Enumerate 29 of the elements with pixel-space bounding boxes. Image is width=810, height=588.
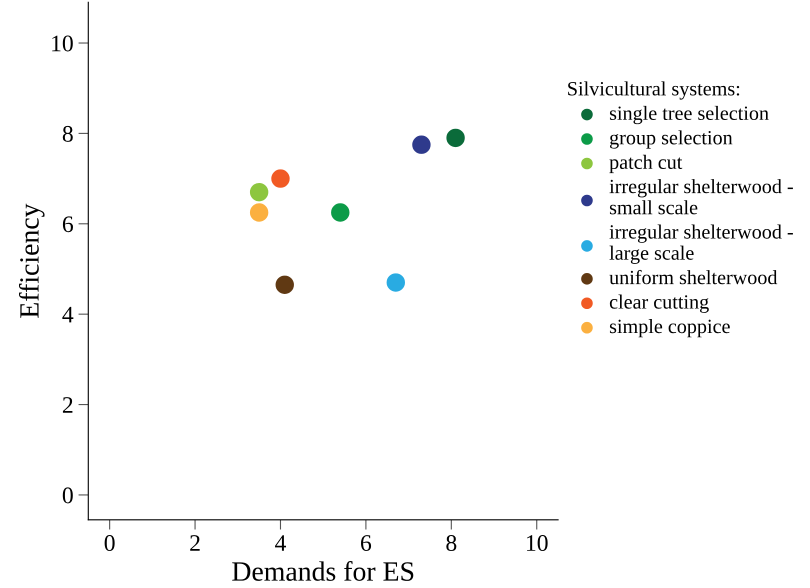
legend-label: single tree selection <box>610 106 769 124</box>
point <box>276 276 294 294</box>
legend-label: clear cutting <box>610 294 709 313</box>
legend-label: simple coppice <box>610 319 730 338</box>
x-tick-label: 6 <box>361 535 372 551</box>
y-tick-label: 2 <box>62 397 72 413</box>
x-axis-title: Demands for ES <box>232 561 414 581</box>
legend-title: Silvicultural systems: <box>568 81 740 100</box>
point <box>386 273 405 292</box>
point <box>412 136 431 154</box>
point <box>250 203 268 222</box>
y-tick-label: 6 <box>62 216 73 232</box>
point <box>271 169 290 188</box>
point <box>250 182 268 202</box>
legend-label: group selection <box>610 130 732 149</box>
x-tick-label: 10 <box>527 535 548 551</box>
y-tick-label: 0 <box>62 487 73 504</box>
point <box>446 128 465 148</box>
y-tick-label: 8 <box>62 126 73 142</box>
x-tick-label: 8 <box>446 535 456 551</box>
x-tick-label: 2 <box>190 535 200 551</box>
legend-label: patch cut <box>609 154 682 174</box>
y-tick-label: 4 <box>62 306 74 322</box>
point <box>331 203 350 222</box>
y-axis-title: Efficiency <box>18 204 45 318</box>
x-tick-label: 4 <box>275 535 286 551</box>
legend-label: uniform shelterwood <box>609 270 778 284</box>
y-tick-label: 10 <box>52 36 73 52</box>
x-tick-label: 0 <box>104 535 115 551</box>
